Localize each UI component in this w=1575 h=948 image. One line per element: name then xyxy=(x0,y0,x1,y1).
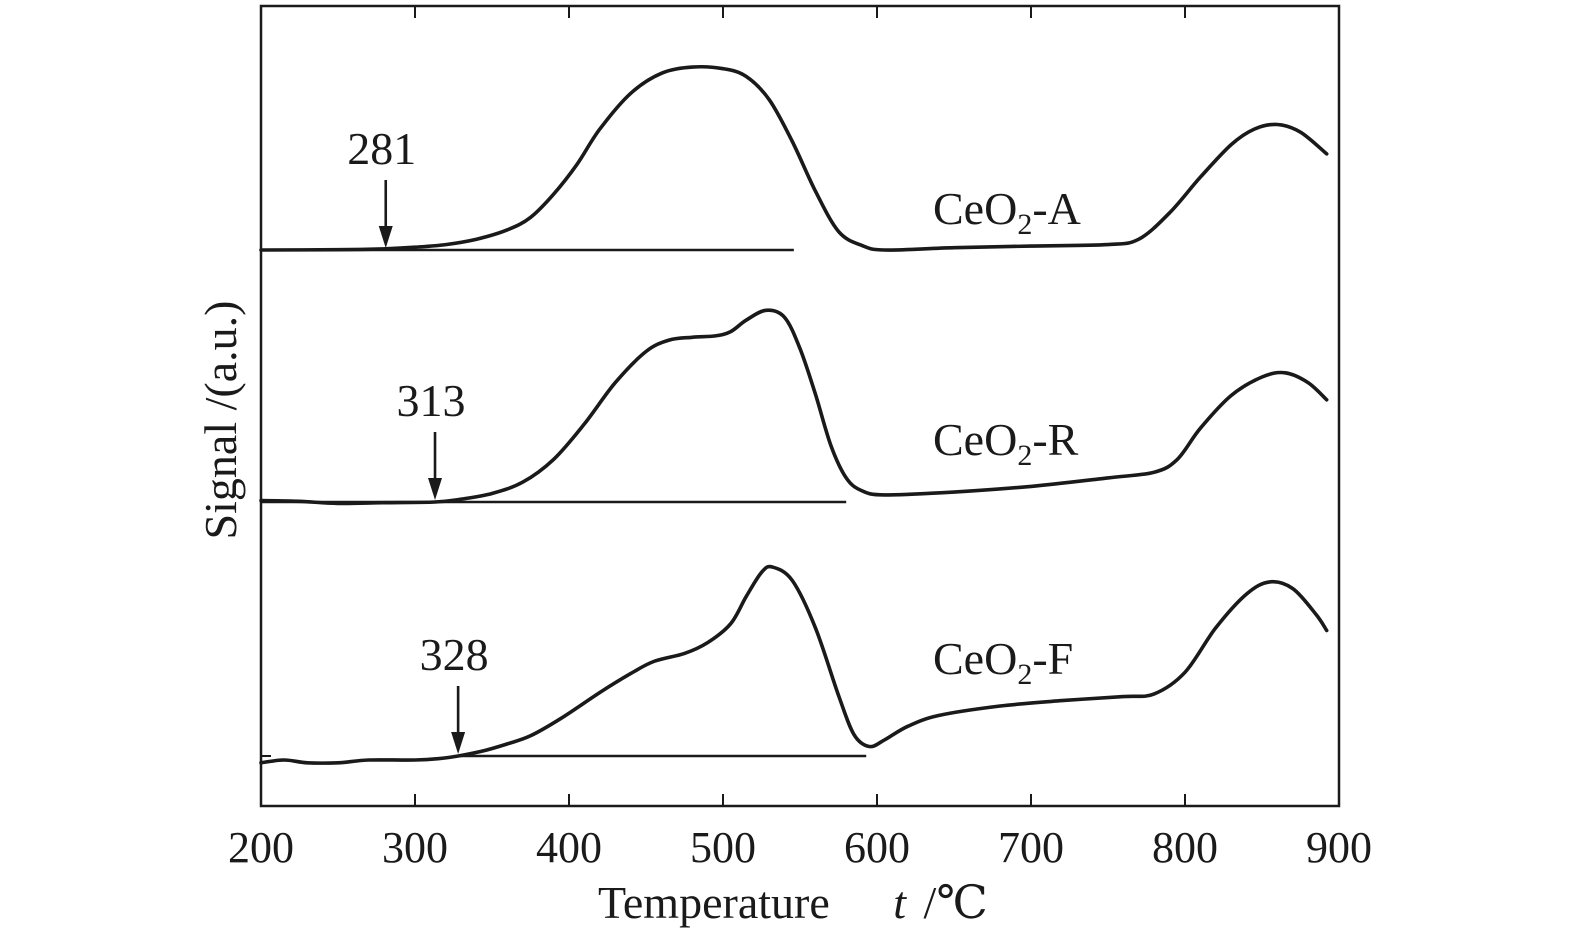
x-tick-label-700: 700 xyxy=(998,823,1064,872)
y-axis-title: Signal /(a.u.) xyxy=(195,301,246,540)
series-label-subscript: 2 xyxy=(1017,208,1032,241)
series-label-suffix: -R xyxy=(1032,414,1078,465)
series-label-subscript: 2 xyxy=(1017,658,1032,691)
x-tick-label-900: 900 xyxy=(1306,823,1372,872)
x-axis-title-text: Temperature xyxy=(598,877,830,928)
series-label-subscript: 2 xyxy=(1017,439,1032,472)
x-tick-label-300: 300 xyxy=(382,823,448,872)
x-tick-label-600: 600 xyxy=(844,823,910,872)
x-axis-title-unit: /℃ xyxy=(924,877,988,928)
x-axis-tick-labels: 200 300 400 500 600 700 800 900 xyxy=(228,823,1372,872)
series-ceo2-a: 281 CeO2-A xyxy=(259,64,1329,252)
x-tick-label-800: 800 xyxy=(1152,823,1218,872)
curve-ceo2-r xyxy=(259,308,1329,506)
series-label-suffix: -A xyxy=(1032,183,1081,234)
x-tick-label-200: 200 xyxy=(228,823,294,872)
onset-arrow-head-ceo2-r xyxy=(428,478,443,500)
x-tick-label-400: 400 xyxy=(536,823,602,872)
series-label-ceo2-r: CeO2-R xyxy=(933,414,1079,472)
series-label-main: CeO xyxy=(933,633,1017,684)
x-axis-title: Temperature t /℃ xyxy=(598,877,988,928)
onset-label-ceo2-f: 328 xyxy=(420,629,489,680)
onset-label-ceo2-a: 281 xyxy=(347,123,416,174)
x-tick-label-500: 500 xyxy=(690,823,756,872)
onset-label-ceo2-r: 313 xyxy=(397,375,466,426)
curve-ceo2-a xyxy=(259,64,1329,252)
series-label-ceo2-f: CeO2-F xyxy=(933,633,1073,691)
series-ceo2-f: 328 CeO2-F xyxy=(259,564,1329,765)
onset-arrow-head-ceo2-a xyxy=(378,226,393,248)
series-ceo2-r: 313 CeO2-R xyxy=(259,308,1329,506)
curve-ceo2-f xyxy=(259,564,1329,765)
onset-arrow-head-ceo2-f xyxy=(451,732,466,754)
x-axis-title-symbol: t xyxy=(893,877,907,928)
series-label-suffix: -F xyxy=(1032,633,1073,684)
series-label-main: CeO xyxy=(933,414,1017,465)
series-label-ceo2-a: CeO2-A xyxy=(933,183,1081,241)
series-label-main: CeO xyxy=(933,183,1017,234)
plot-frame xyxy=(259,4,1341,808)
